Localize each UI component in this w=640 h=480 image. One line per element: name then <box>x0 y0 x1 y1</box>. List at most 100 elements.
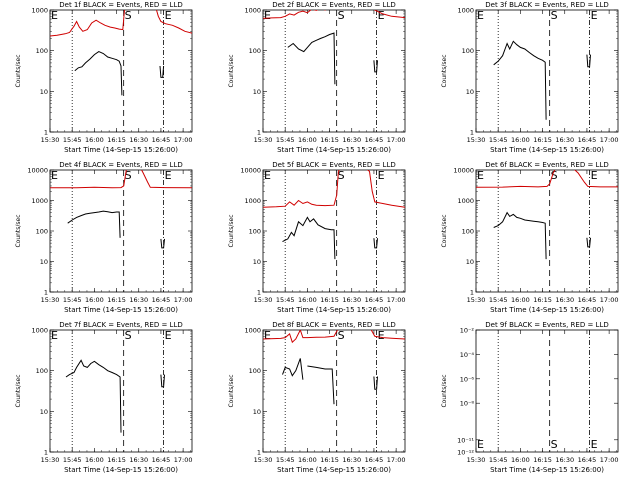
x-tick-label: 17:00 <box>387 136 406 144</box>
x-tick-label: 15:45 <box>276 296 295 304</box>
x-tick-label: 16:30 <box>129 296 148 304</box>
y-tick-label: 10⁻⁸ <box>460 400 475 408</box>
x-tick-label: 16:00 <box>85 136 104 144</box>
marker-label-e: E <box>591 9 598 22</box>
x-tick-label: 15:45 <box>63 456 82 464</box>
y-tick-label: 100 <box>249 228 261 236</box>
marker-label-e: E <box>378 169 385 182</box>
marker-label-s: S <box>125 329 132 342</box>
y-tick-label: 10 <box>466 258 474 266</box>
x-tick-label: 15:45 <box>489 136 508 144</box>
y-axis-label: Counts/sec <box>15 374 22 407</box>
panel-title: Det 1f BLACK = Events, RED = LLD <box>59 1 182 9</box>
panel-title: Det 5f BLACK = Events, RED = LLD <box>272 161 395 169</box>
x-tick-label: 16:15 <box>320 296 339 304</box>
x-tick-label: 16:00 <box>85 296 104 304</box>
y-tick-label: 100 <box>36 228 48 236</box>
x-tick-label: 16:15 <box>107 456 126 464</box>
panel-title: Det 7f BLACK = Events, RED = LLD <box>59 321 182 329</box>
events-series-line <box>586 54 591 68</box>
y-axis-label: Counts/sec <box>228 214 235 247</box>
edge-label-e: E <box>264 329 271 342</box>
y-tick-label: 10 <box>466 88 474 96</box>
x-axis-label: Start Time (14-Sep-15 15:26:00) <box>277 146 391 154</box>
lld-series-line <box>50 10 125 37</box>
y-tick-label: 10 <box>40 408 48 416</box>
marker-label-e: E <box>591 438 598 451</box>
x-axis-label: Start Time (14-Sep-15 15:26:00) <box>64 466 178 474</box>
panel-det-2: Det 2f BLACK = Events, RED = LLD Counts/s… <box>228 1 405 154</box>
x-tick-label: 16:45 <box>152 456 171 464</box>
y-tick-label: 1 <box>257 289 261 297</box>
x-tick-label: 16:15 <box>107 296 126 304</box>
panel-det-9: Det 9f BLACK = Events, RED = LLD Counts/s… <box>441 321 618 474</box>
y-tick-label: 10⁻² <box>460 327 475 335</box>
marker-label-s: S <box>551 438 558 451</box>
panel-title: Det 2f BLACK = Events, RED = LLD <box>272 1 395 9</box>
x-tick-label: 16:15 <box>533 456 552 464</box>
x-tick-label: 16:15 <box>320 136 339 144</box>
panel-title: Det 6f BLACK = Events, RED = LLD <box>485 161 608 169</box>
x-axis-label: Start Time (14-Sep-15 15:26:00) <box>490 466 604 474</box>
events-series-line <box>493 211 547 260</box>
events-series-line <box>373 376 378 390</box>
y-axis-label: Counts/sec <box>228 54 235 87</box>
x-tick-label: 17:00 <box>174 136 193 144</box>
y-tick-label: 1000 <box>244 7 261 15</box>
x-tick-label: 15:45 <box>63 136 82 144</box>
x-axis-label: Start Time (14-Sep-15 15:26:00) <box>277 466 391 474</box>
events-series-line <box>160 238 165 249</box>
marker-label-s: S <box>551 9 558 22</box>
edge-label-e: E <box>264 9 271 22</box>
series-group <box>263 170 405 260</box>
marker-label-e: E <box>591 169 598 182</box>
lld-series-line <box>476 170 618 188</box>
x-tick-label: 15:30 <box>467 296 486 304</box>
marker-label-s: S <box>338 169 345 182</box>
x-tick-label: 16:45 <box>152 136 171 144</box>
series-group <box>263 330 405 405</box>
y-tick-label: 10000 <box>27 167 48 175</box>
x-tick-label: 16:30 <box>129 456 148 464</box>
x-tick-label: 17:00 <box>174 456 193 464</box>
panel-title: Det 3f BLACK = Events, RED = LLD <box>485 1 608 9</box>
x-axis-label: Start Time (14-Sep-15 15:26:00) <box>490 146 604 154</box>
plot-frame <box>49 9 193 133</box>
series-group <box>50 170 192 249</box>
panel-det-1: Det 1f BLACK = Events, RED = LLD Counts/s… <box>15 1 192 154</box>
events-series-line <box>282 216 336 260</box>
marker-label-e: E <box>165 9 172 22</box>
y-axis-label: Counts/sec <box>15 54 22 87</box>
events-series-line <box>373 238 378 249</box>
x-tick-label: 17:00 <box>387 296 406 304</box>
lld-series-line <box>263 10 405 19</box>
x-axis-label: Start Time (14-Sep-15 15:26:00) <box>490 306 604 314</box>
marker-label-e: E <box>165 329 172 342</box>
x-tick-label: 16:30 <box>129 136 148 144</box>
x-tick-label: 15:45 <box>489 456 508 464</box>
x-tick-label: 16:45 <box>365 456 384 464</box>
plot-frame <box>49 169 193 293</box>
events-series-line <box>159 65 165 78</box>
series-group <box>476 170 618 260</box>
y-tick-label: 100 <box>249 47 261 55</box>
series-group <box>493 40 591 120</box>
y-tick-label: 10 <box>40 88 48 96</box>
marker-label-e: E <box>477 438 484 451</box>
marker-label-s: S <box>338 329 345 342</box>
x-tick-label: 16:00 <box>298 136 317 144</box>
panel-det-3: Det 3f BLACK = Events, RED = LLD Counts/s… <box>441 1 618 154</box>
plot-frame <box>262 169 406 293</box>
panel-det-4: Det 4f BLACK = Events, RED = LLD Counts/s… <box>15 161 192 314</box>
plot-frame <box>262 329 406 453</box>
x-tick-label: 16:30 <box>342 296 361 304</box>
x-tick-label: 16:45 <box>578 456 597 464</box>
x-tick-label: 16:00 <box>298 456 317 464</box>
x-tick-label: 16:30 <box>342 456 361 464</box>
lld-series-line <box>50 170 192 189</box>
plot-frame <box>49 329 193 453</box>
x-tick-label: 16:45 <box>578 136 597 144</box>
series-group <box>50 10 192 96</box>
events-series-line <box>160 374 165 388</box>
events-series-line <box>282 358 304 380</box>
